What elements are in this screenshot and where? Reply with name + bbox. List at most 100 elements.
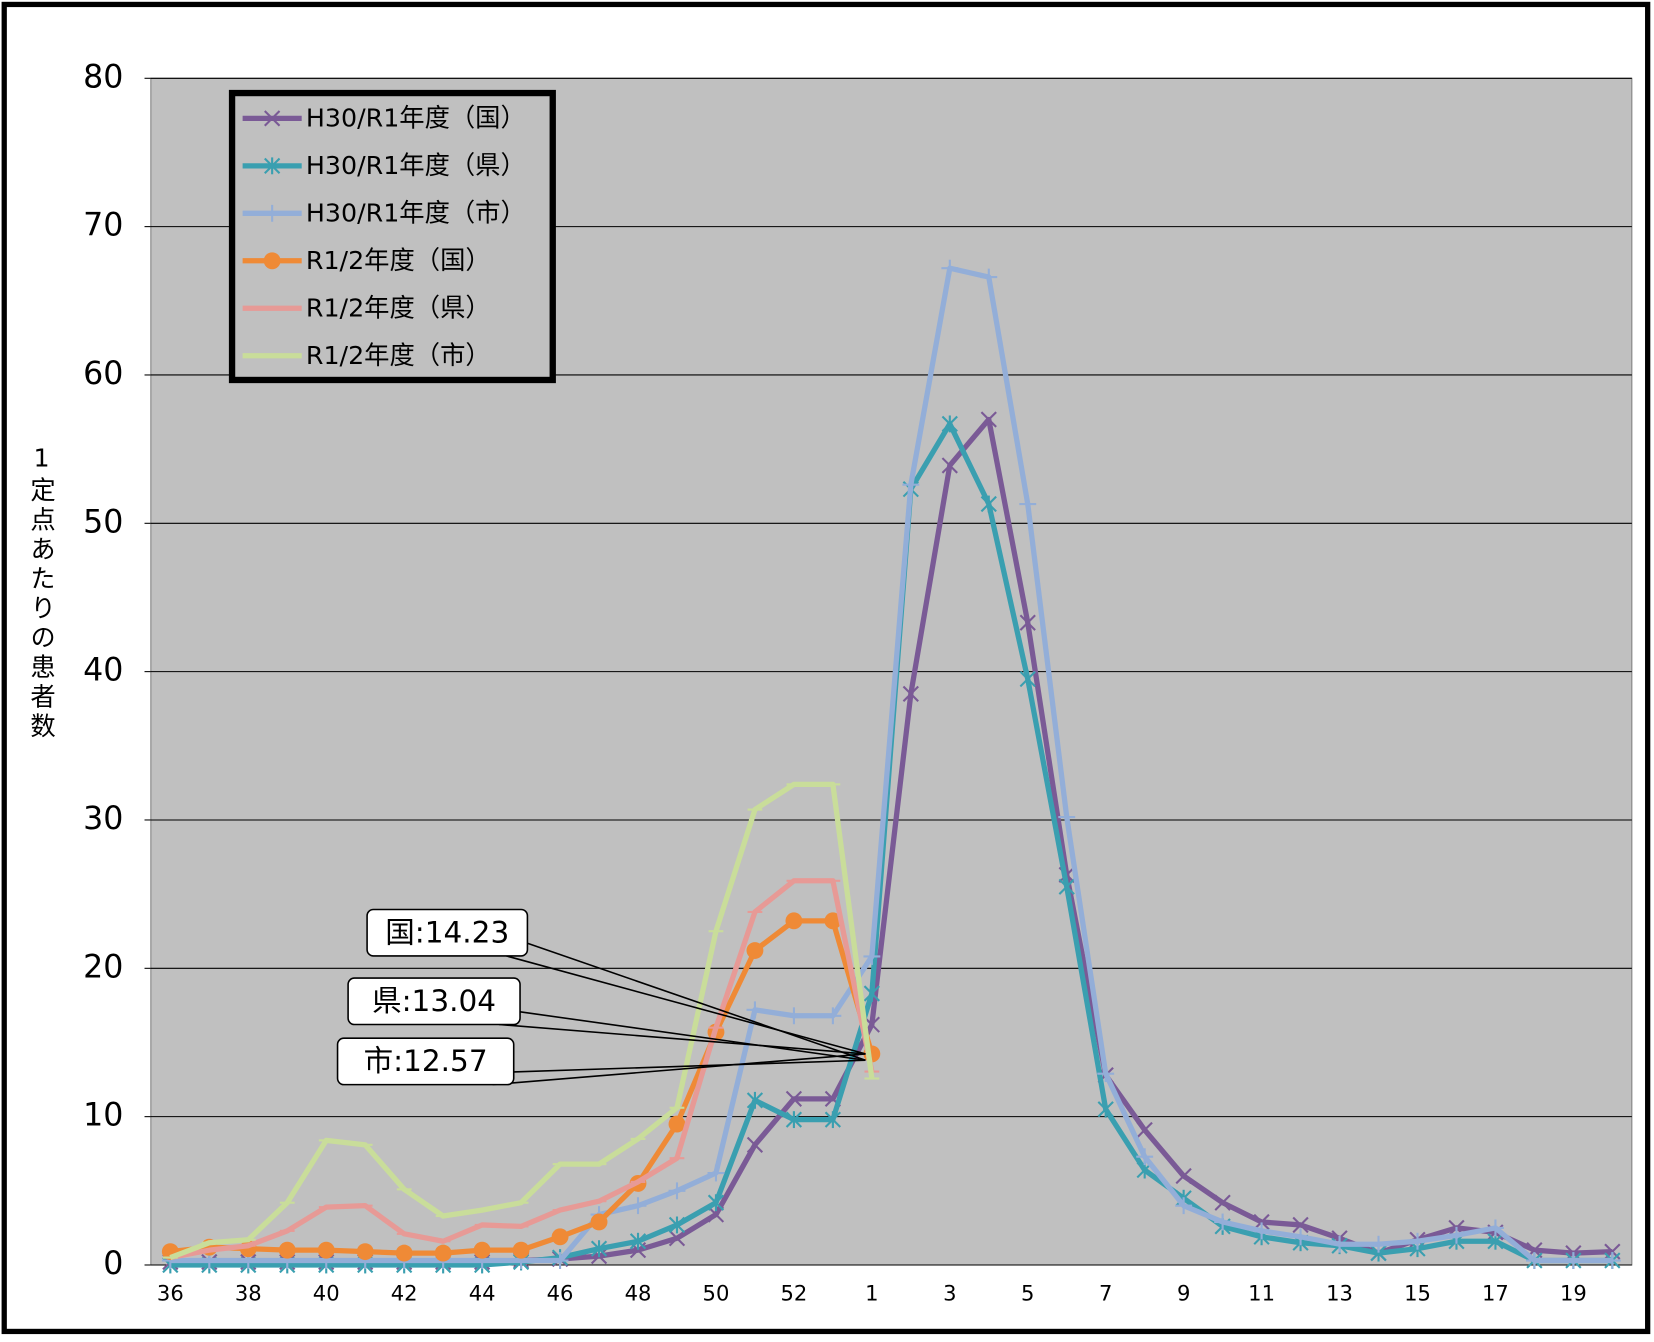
- point: [1448, 1226, 1465, 1244]
- y-tick-label: 70: [83, 208, 123, 244]
- annotation: 県:13.04: [372, 984, 496, 1018]
- y-tick-label: 80: [83, 59, 123, 95]
- x-tick-label: 36: [157, 1281, 184, 1306]
- x-tick-label: 48: [625, 1281, 652, 1306]
- point: [278, 1241, 296, 1259]
- y-axis-label: 1定点あたりの患者数: [27, 443, 56, 742]
- point: [1019, 670, 1036, 688]
- point: [785, 912, 803, 930]
- legend-entry: H30/R1年度（県）: [242, 151, 526, 180]
- legend-label: R1/2年度（国）: [306, 246, 491, 275]
- point: [1097, 1100, 1114, 1118]
- marker-dot: [263, 252, 281, 270]
- marker-stroke: [1136, 1121, 1153, 1139]
- legend-marker: [263, 252, 281, 270]
- marker-dot: [317, 1241, 335, 1259]
- x-tick-label: 17: [1482, 1281, 1509, 1306]
- x-tick-label: 1: [865, 1281, 878, 1306]
- point: [668, 1216, 686, 1234]
- legend-entry: R1/2年度（県）: [242, 293, 491, 322]
- leader-line: [527, 942, 866, 1061]
- point: [707, 1194, 725, 1212]
- point: [980, 411, 997, 428]
- point: [746, 942, 764, 959]
- marker-dot: [395, 1244, 413, 1262]
- point: [785, 1111, 803, 1129]
- x-tick-label: 9: [1177, 1281, 1190, 1306]
- marker-stroke: [980, 411, 997, 428]
- x-tick-label: 15: [1404, 1281, 1431, 1306]
- point: [1253, 1222, 1271, 1240]
- marker-dot: [551, 1228, 569, 1246]
- leader-line: [498, 1023, 866, 1055]
- x-tick-label: 42: [391, 1281, 418, 1306]
- marker-dot: [824, 912, 842, 930]
- leader-line: [506, 955, 866, 1055]
- series: [161, 259, 1621, 1269]
- legend-label: R1/2年度（市）: [306, 341, 491, 370]
- y-tick-label: 20: [83, 949, 123, 985]
- point: [980, 495, 997, 513]
- point: [1409, 1232, 1426, 1250]
- point: [629, 1232, 647, 1250]
- point: [863, 985, 880, 1002]
- point: [824, 1111, 842, 1129]
- marker-stroke: [941, 457, 958, 474]
- marker-dot: [668, 1115, 686, 1133]
- point: [668, 1182, 686, 1200]
- point: [785, 1090, 803, 1107]
- point: [1525, 1252, 1543, 1269]
- point: [746, 1091, 764, 1109]
- x-tick-label: 38: [235, 1281, 262, 1306]
- legend-box: [228, 89, 556, 384]
- x-tick-label: 46: [547, 1281, 574, 1306]
- point: [941, 259, 959, 277]
- x-tick-label: 19: [1560, 1281, 1587, 1306]
- point: [746, 1001, 764, 1019]
- point: [1058, 808, 1076, 826]
- marker-dot: [356, 1243, 374, 1261]
- point: [863, 948, 881, 965]
- point: [1058, 878, 1075, 896]
- point: [824, 1007, 842, 1025]
- x-tick-label: 11: [1248, 1281, 1275, 1306]
- point: [902, 476, 920, 494]
- point: [824, 912, 842, 930]
- point: [1136, 1148, 1154, 1166]
- annotation-box: [366, 908, 529, 957]
- point: [668, 1230, 686, 1247]
- y-tick-label: 0: [103, 1246, 123, 1282]
- legend-entry: R1/2年度（国）: [242, 246, 491, 275]
- leader-line: [513, 1059, 866, 1073]
- marker-dot: [512, 1241, 530, 1259]
- point: [1487, 1219, 1504, 1237]
- marker-stroke: [264, 110, 281, 127]
- annotation-box: [336, 1037, 515, 1086]
- x-tick-label: 44: [469, 1281, 496, 1306]
- marker-dot: [473, 1241, 491, 1259]
- point: [1175, 1167, 1192, 1185]
- point: [707, 1164, 725, 1182]
- marker-stroke: [1253, 1213, 1270, 1231]
- point: [1175, 1197, 1193, 1215]
- legend-marker: [264, 110, 281, 127]
- legend-label: H30/R1年度（県）: [306, 151, 526, 180]
- marker-dot: [590, 1213, 608, 1231]
- marker-stroke: [1292, 1216, 1309, 1234]
- series: [162, 878, 880, 1261]
- legend-label: H30/R1年度（国）: [306, 103, 526, 132]
- point: [551, 1228, 569, 1246]
- x-tick-label: 52: [780, 1281, 807, 1306]
- marker-dot: [746, 942, 764, 959]
- point: [317, 1241, 335, 1259]
- series: [161, 912, 881, 1262]
- x-tick-label: 50: [703, 1281, 730, 1306]
- marker-stroke: [1175, 1167, 1192, 1185]
- marker-dot: [785, 912, 803, 930]
- y-tick-label: 50: [83, 504, 123, 540]
- point: [1019, 614, 1036, 631]
- point: [512, 1241, 530, 1259]
- point: [1292, 1216, 1309, 1234]
- point: [590, 1240, 608, 1258]
- marker-stroke: [824, 1090, 842, 1107]
